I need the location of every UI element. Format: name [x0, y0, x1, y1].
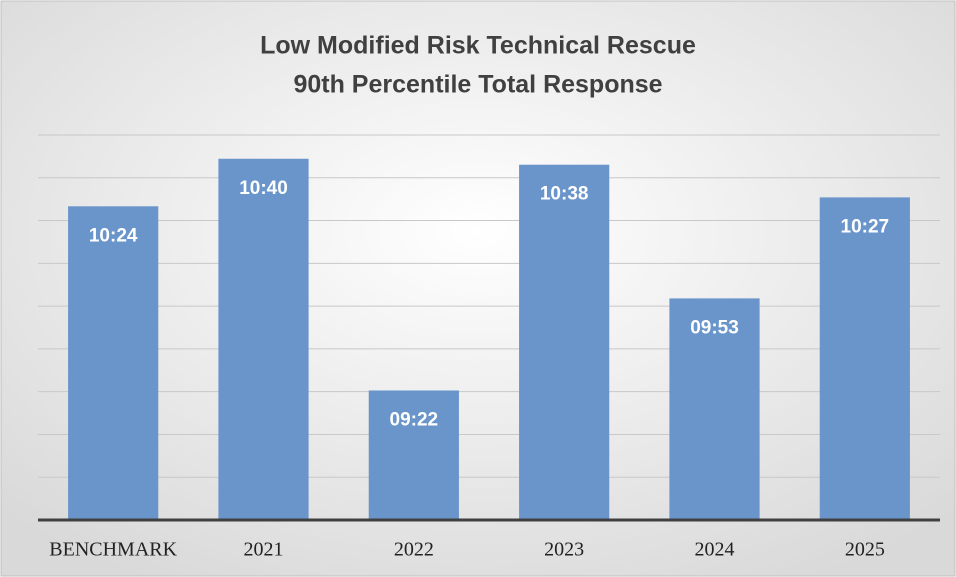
x-tick-label: 2022 — [394, 539, 434, 561]
bar — [68, 206, 159, 520]
bar — [669, 298, 760, 520]
x-tick-label: 2021 — [244, 539, 284, 561]
x-tick-label: 2023 — [544, 539, 584, 561]
data-label: 10:40 — [239, 178, 288, 199]
bar — [819, 197, 910, 520]
x-tick-label: 2025 — [845, 539, 885, 561]
data-label: 10:38 — [540, 184, 589, 205]
bar — [519, 164, 610, 520]
data-label: 09:53 — [690, 317, 739, 338]
chart-title: 90th Percentile Total Response — [293, 71, 662, 99]
bar — [218, 158, 309, 520]
chart-title: Low Modified Risk Technical Rescue — [260, 32, 696, 60]
x-tick-label: BENCHMARK — [49, 539, 177, 561]
data-label: 10:24 — [89, 225, 138, 246]
data-label: 09:22 — [390, 409, 439, 430]
x-tick-label: 2024 — [695, 539, 735, 561]
data-label: 10:27 — [841, 216, 890, 237]
bar — [368, 390, 459, 520]
